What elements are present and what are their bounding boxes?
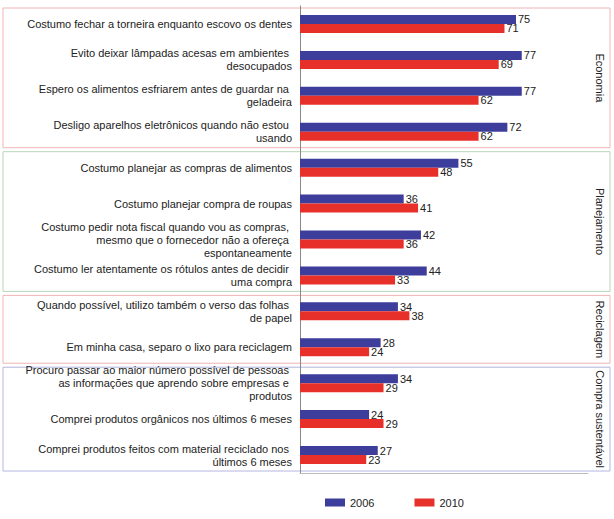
svg-text:62: 62: [481, 94, 493, 106]
svg-text:2006: 2006: [350, 497, 374, 509]
svg-text:Desligo aparelhos eletrônicos: Desligo aparelhos eletrônicos quando não…: [54, 119, 293, 131]
svg-text:29: 29: [386, 418, 398, 430]
svg-text:34: 34: [400, 373, 412, 385]
svg-text:55: 55: [460, 157, 472, 169]
svg-text:24: 24: [371, 346, 383, 358]
svg-text:Costumo fechar a torneira enqu: Costumo fechar a torneira enquanto escov…: [27, 18, 292, 30]
svg-text:77: 77: [524, 49, 536, 61]
svg-text:69: 69: [501, 58, 513, 70]
svg-text:as informações que aprendo sob: as informações que aprendo sobre empresa…: [58, 377, 292, 389]
svg-text:23: 23: [368, 454, 380, 466]
svg-text:24: 24: [371, 409, 383, 421]
svg-text:29: 29: [386, 382, 398, 394]
svg-text:41: 41: [420, 202, 432, 214]
svg-text:Em minha casa, separo o lixo p: Em minha casa, separo o lixo para recicl…: [66, 341, 292, 353]
svg-text:28: 28: [383, 337, 395, 349]
svg-text:Compra sustentável: Compra sustentável: [594, 370, 606, 468]
svg-text:2010: 2010: [439, 497, 463, 509]
svg-text:Costumo pedir nota fiscal quan: Costumo pedir nota fiscal quando vou as …: [41, 221, 292, 233]
svg-text:Costumo ler atentamente os rót: Costumo ler atentamente os rótulos antes…: [34, 263, 292, 275]
svg-text:48: 48: [440, 166, 452, 178]
svg-text:espontaneamente: espontaneamente: [204, 247, 292, 259]
svg-text:Espero os alimentos esfriarem: Espero os alimentos esfriarem antes de g…: [39, 83, 292, 95]
svg-text:geladeira: geladeira: [247, 96, 293, 108]
svg-text:72: 72: [509, 121, 521, 133]
svg-text:62: 62: [481, 130, 493, 142]
svg-text:27: 27: [380, 445, 392, 457]
svg-text:Comprei produtos orgânicos nos: Comprei produtos orgânicos nos últimos 6…: [50, 413, 292, 425]
svg-text:Economia: Economia: [594, 53, 606, 103]
svg-text:uma compra: uma compra: [231, 276, 293, 288]
svg-text:últimos 6 meses: últimos 6 meses: [213, 456, 293, 468]
svg-text:Comprei produtos feitos com ma: Comprei produtos feitos com material rec…: [38, 443, 292, 455]
svg-text:77: 77: [524, 85, 536, 97]
svg-text:Costumo planejar as compras de: Costumo planejar as compras de alimentos: [80, 162, 292, 174]
svg-text:Evito deixar lâmpadas acesas e: Evito deixar lâmpadas acesas em ambiente…: [71, 47, 292, 59]
svg-text:desocupados: desocupados: [227, 60, 293, 72]
svg-text:de papel: de papel: [250, 312, 292, 324]
svg-text:Planejamento: Planejamento: [594, 188, 606, 255]
svg-text:38: 38: [411, 310, 423, 322]
svg-text:42: 42: [423, 229, 435, 241]
svg-text:usando: usando: [256, 132, 292, 144]
svg-text:36: 36: [406, 193, 418, 205]
svg-text:44: 44: [429, 265, 441, 277]
svg-text:Costumo planejar compra de rou: Costumo planejar compra de roupas: [114, 198, 292, 210]
svg-text:Reciclagem: Reciclagem: [594, 301, 606, 358]
svg-text:mesmo que o fornecedor não a o: mesmo que o fornecedor não a ofereça: [96, 234, 292, 246]
svg-text:36: 36: [406, 238, 418, 250]
svg-text:71: 71: [506, 22, 518, 34]
svg-text:34: 34: [400, 301, 412, 313]
svg-text:Quando possível, utilizo també: Quando possível, utilizo também o verso …: [37, 299, 292, 311]
svg-text:75: 75: [518, 13, 530, 25]
svg-text:Procuro passar ao maior número: Procuro passar ao maior número possível …: [25, 364, 292, 376]
svg-text:produtos: produtos: [249, 390, 292, 402]
svg-text:33: 33: [397, 274, 409, 286]
